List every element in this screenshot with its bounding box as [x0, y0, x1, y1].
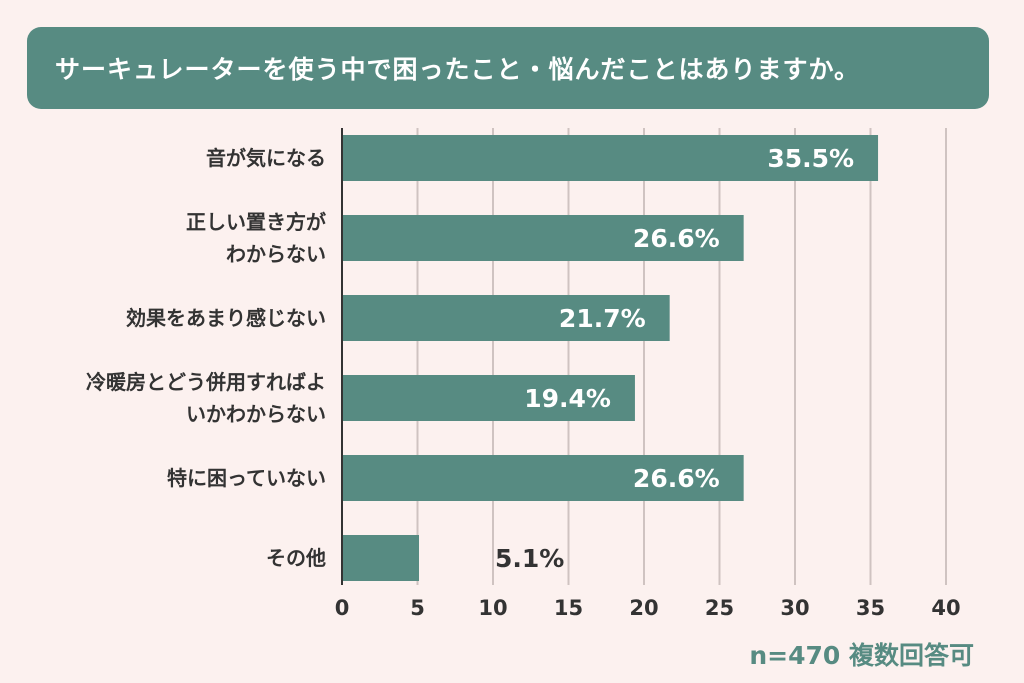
x-tick-label-8: 40: [931, 596, 960, 620]
chart-title: サーキュレーターを使う中で困ったこと・悩んだことはありますか。: [55, 55, 861, 84]
value-label-1: 26.6%: [633, 224, 720, 253]
title-banner: サーキュレーターを使う中で困ったこと・悩んだことはありますか。: [27, 27, 989, 109]
value-label-5: 5.1%: [495, 544, 564, 573]
category-label-0-0: 音が気になる: [206, 146, 326, 170]
value-label-2: 21.7%: [559, 304, 646, 333]
category-label-2-0: 効果をあまり感じない: [126, 306, 326, 330]
bar-4: [342, 455, 744, 501]
x-tick-label-5: 25: [705, 596, 734, 620]
bar-3: [342, 375, 635, 421]
category-label-1-1: わからない: [226, 242, 326, 266]
x-tick-label-3: 15: [554, 596, 583, 620]
x-tick-label-1: 5: [410, 596, 425, 620]
x-tick-label-6: 30: [780, 596, 809, 620]
bar-0: [342, 135, 879, 181]
x-tick-label-0: 0: [335, 596, 350, 620]
x-tick-label-2: 10: [478, 596, 507, 620]
category-label-3-1: いかわからない: [186, 402, 326, 426]
sample-note: n=470 複数回答可: [749, 641, 974, 670]
value-label-3: 19.4%: [524, 384, 611, 413]
x-tick-label-7: 35: [856, 596, 885, 620]
bar-5: [342, 535, 420, 581]
category-label-4-0: 特に困っていない: [167, 466, 326, 490]
value-label-4: 26.6%: [633, 464, 720, 493]
bar-1: [342, 215, 744, 261]
category-label-3-0: 冷暖房とどう併用すればよ: [86, 370, 326, 394]
category-label-5-0: その他: [266, 546, 326, 570]
x-tick-label-4: 20: [629, 596, 658, 620]
bar-2: [342, 295, 670, 341]
value-label-0: 35.5%: [767, 144, 854, 173]
category-label-1-0: 正しい置き方が: [186, 210, 326, 234]
